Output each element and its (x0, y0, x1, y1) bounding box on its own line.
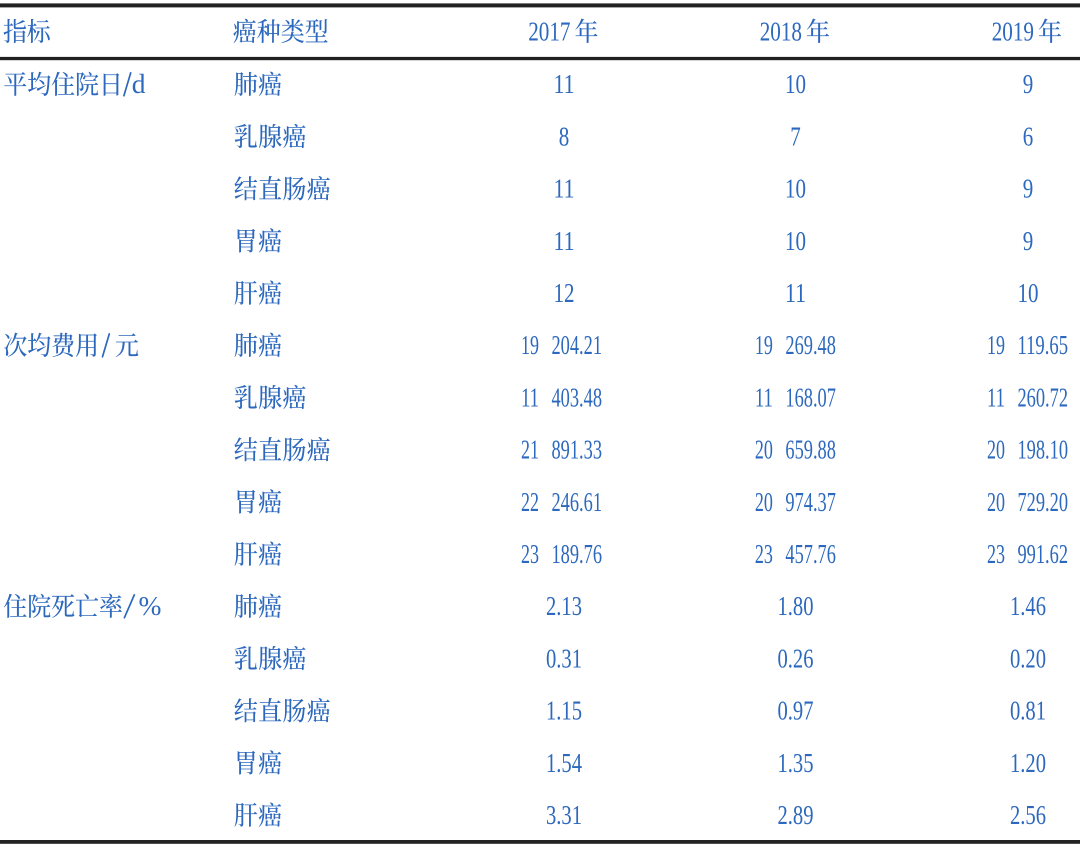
svg-text:204.21: 204.21 (552, 329, 603, 360)
svg-text:19: 19 (521, 329, 539, 360)
svg-text:403.48: 403.48 (552, 381, 603, 412)
svg-text:6: 6 (1023, 120, 1034, 151)
svg-text:2018: 2018 (760, 15, 802, 46)
svg-text:12: 12 (554, 277, 575, 308)
svg-text:%: % (139, 590, 162, 621)
svg-text:19: 19 (755, 329, 773, 360)
svg-text:269.48: 269.48 (785, 329, 836, 360)
svg-text:457.76: 457.76 (785, 538, 836, 569)
svg-text:991.62: 991.62 (1018, 538, 1069, 569)
svg-text:11: 11 (554, 173, 575, 204)
svg-text:9: 9 (1023, 173, 1034, 204)
svg-text:1.20: 1.20 (1010, 747, 1046, 778)
svg-text:1.15: 1.15 (546, 695, 582, 726)
svg-text:22: 22 (521, 486, 539, 517)
svg-text:d: d (132, 68, 146, 99)
svg-text:10: 10 (1018, 277, 1039, 308)
svg-text:1.80: 1.80 (778, 590, 814, 621)
svg-text:2.89: 2.89 (778, 799, 814, 830)
svg-text:0.81: 0.81 (1010, 695, 1046, 726)
svg-text:168.07: 168.07 (785, 381, 836, 412)
svg-text:1.46: 1.46 (1010, 590, 1046, 621)
svg-text:23: 23 (521, 538, 539, 569)
svg-text:0.97: 0.97 (778, 695, 814, 726)
svg-text:2.13: 2.13 (546, 590, 582, 621)
svg-text:10: 10 (785, 225, 806, 256)
svg-text:2.56: 2.56 (1010, 799, 1046, 830)
svg-text:0.26: 0.26 (778, 642, 814, 673)
svg-text:11: 11 (755, 381, 773, 412)
svg-text:20: 20 (987, 434, 1005, 465)
svg-text:198.10: 198.10 (1018, 434, 1069, 465)
svg-text:0.20: 0.20 (1010, 642, 1046, 673)
svg-text:2017: 2017 (528, 15, 570, 46)
svg-text:1.54: 1.54 (546, 747, 582, 778)
svg-text:1.35: 1.35 (778, 747, 814, 778)
svg-text:0.31: 0.31 (546, 642, 582, 673)
svg-text:3.31: 3.31 (546, 799, 582, 830)
svg-text:10: 10 (785, 173, 806, 204)
svg-text:119.65: 119.65 (1018, 329, 1069, 360)
svg-text:891.33: 891.33 (552, 434, 603, 465)
svg-text:659.88: 659.88 (785, 434, 836, 465)
svg-text:11: 11 (554, 225, 575, 256)
svg-text:23: 23 (755, 538, 773, 569)
svg-text:9: 9 (1023, 225, 1034, 256)
svg-text:20: 20 (987, 486, 1005, 517)
svg-text:7: 7 (790, 120, 801, 151)
svg-text:974.37: 974.37 (785, 486, 836, 517)
svg-text:11: 11 (521, 381, 539, 412)
svg-text:729.20: 729.20 (1018, 486, 1069, 517)
svg-text:20: 20 (755, 486, 773, 517)
svg-text:2019: 2019 (992, 15, 1034, 46)
svg-text:246.61: 246.61 (552, 486, 603, 517)
svg-text:9: 9 (1023, 68, 1034, 99)
svg-text:23: 23 (987, 538, 1005, 569)
svg-text:189.76: 189.76 (552, 538, 603, 569)
svg-text:260.72: 260.72 (1018, 381, 1069, 412)
svg-text:21: 21 (521, 434, 539, 465)
svg-text:11: 11 (554, 68, 575, 99)
svg-text:20: 20 (755, 434, 773, 465)
svg-text:8: 8 (559, 120, 570, 151)
svg-text:19: 19 (987, 329, 1005, 360)
svg-text:10: 10 (785, 68, 806, 99)
svg-text:11: 11 (785, 277, 806, 308)
svg-text:11: 11 (987, 381, 1005, 412)
